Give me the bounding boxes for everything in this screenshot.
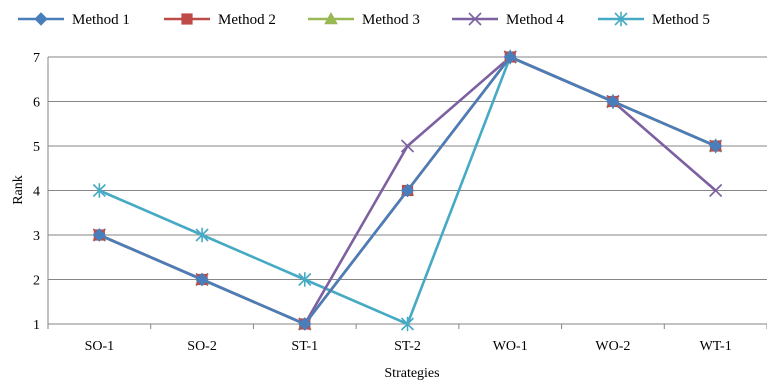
data-point xyxy=(195,272,209,287)
x-tick-label: WO-1 xyxy=(493,339,528,354)
legend-label: Method 3 xyxy=(362,12,420,28)
series-1 xyxy=(92,50,723,331)
data-point xyxy=(708,139,723,153)
data-point xyxy=(709,183,723,198)
legend-label: Method 5 xyxy=(652,12,710,28)
legend-item: Method 1 xyxy=(18,12,130,28)
y-tick-label: 3 xyxy=(33,229,40,244)
legend-marker xyxy=(324,11,338,25)
legend-label: Method 1 xyxy=(72,12,130,28)
y-tick-label: 1 xyxy=(33,318,40,333)
data-point xyxy=(298,272,312,287)
data-point xyxy=(195,227,209,243)
data-point xyxy=(92,228,107,242)
y-tick-label: 2 xyxy=(33,274,40,289)
legend-marker xyxy=(468,12,482,26)
x-tick-label: SO-1 xyxy=(85,339,115,354)
legend-item: Method 2 xyxy=(164,12,276,28)
x-axis-title: Strategies xyxy=(384,366,439,381)
legend-marker xyxy=(181,13,193,25)
legend-marker xyxy=(34,12,48,26)
data-point xyxy=(400,183,415,198)
x-tick-label: ST-1 xyxy=(291,339,318,354)
data-point xyxy=(400,139,415,153)
y-tick-label: 4 xyxy=(33,185,40,200)
legend-label: Method 2 xyxy=(218,12,276,28)
legend-item: Method 3 xyxy=(308,11,420,28)
x-tick-label: SO-2 xyxy=(187,339,217,354)
y-axis-title: Rank xyxy=(11,175,26,205)
legend-label: Method 4 xyxy=(506,12,564,28)
x-tick-label: WO-2 xyxy=(595,339,630,354)
y-tick-label: 7 xyxy=(33,51,40,66)
chart-legend: Method 1 Method 2 Method 3 Method 4 Method 5 xyxy=(18,11,710,28)
data-point xyxy=(503,50,517,64)
y-tick-label: 5 xyxy=(33,140,40,155)
legend-item: Method 4 xyxy=(452,12,564,28)
x-axis-ticks: SO-1 SO-2 ST-1 ST-2 WO-1 WO-2 WT-1 xyxy=(47,324,767,354)
series-lines xyxy=(92,49,723,332)
x-tick-label: ST-2 xyxy=(394,339,421,354)
data-point xyxy=(400,316,415,332)
legend-item: Method 5 xyxy=(598,11,710,28)
data-point xyxy=(298,317,312,331)
y-axis-ticks: 1 2 3 4 5 6 7 xyxy=(33,51,40,333)
x-tick-label: WT-1 xyxy=(700,339,732,354)
data-point xyxy=(92,183,106,198)
data-point xyxy=(606,94,620,109)
y-tick-label: 6 xyxy=(33,96,40,111)
legend-marker xyxy=(614,11,628,27)
